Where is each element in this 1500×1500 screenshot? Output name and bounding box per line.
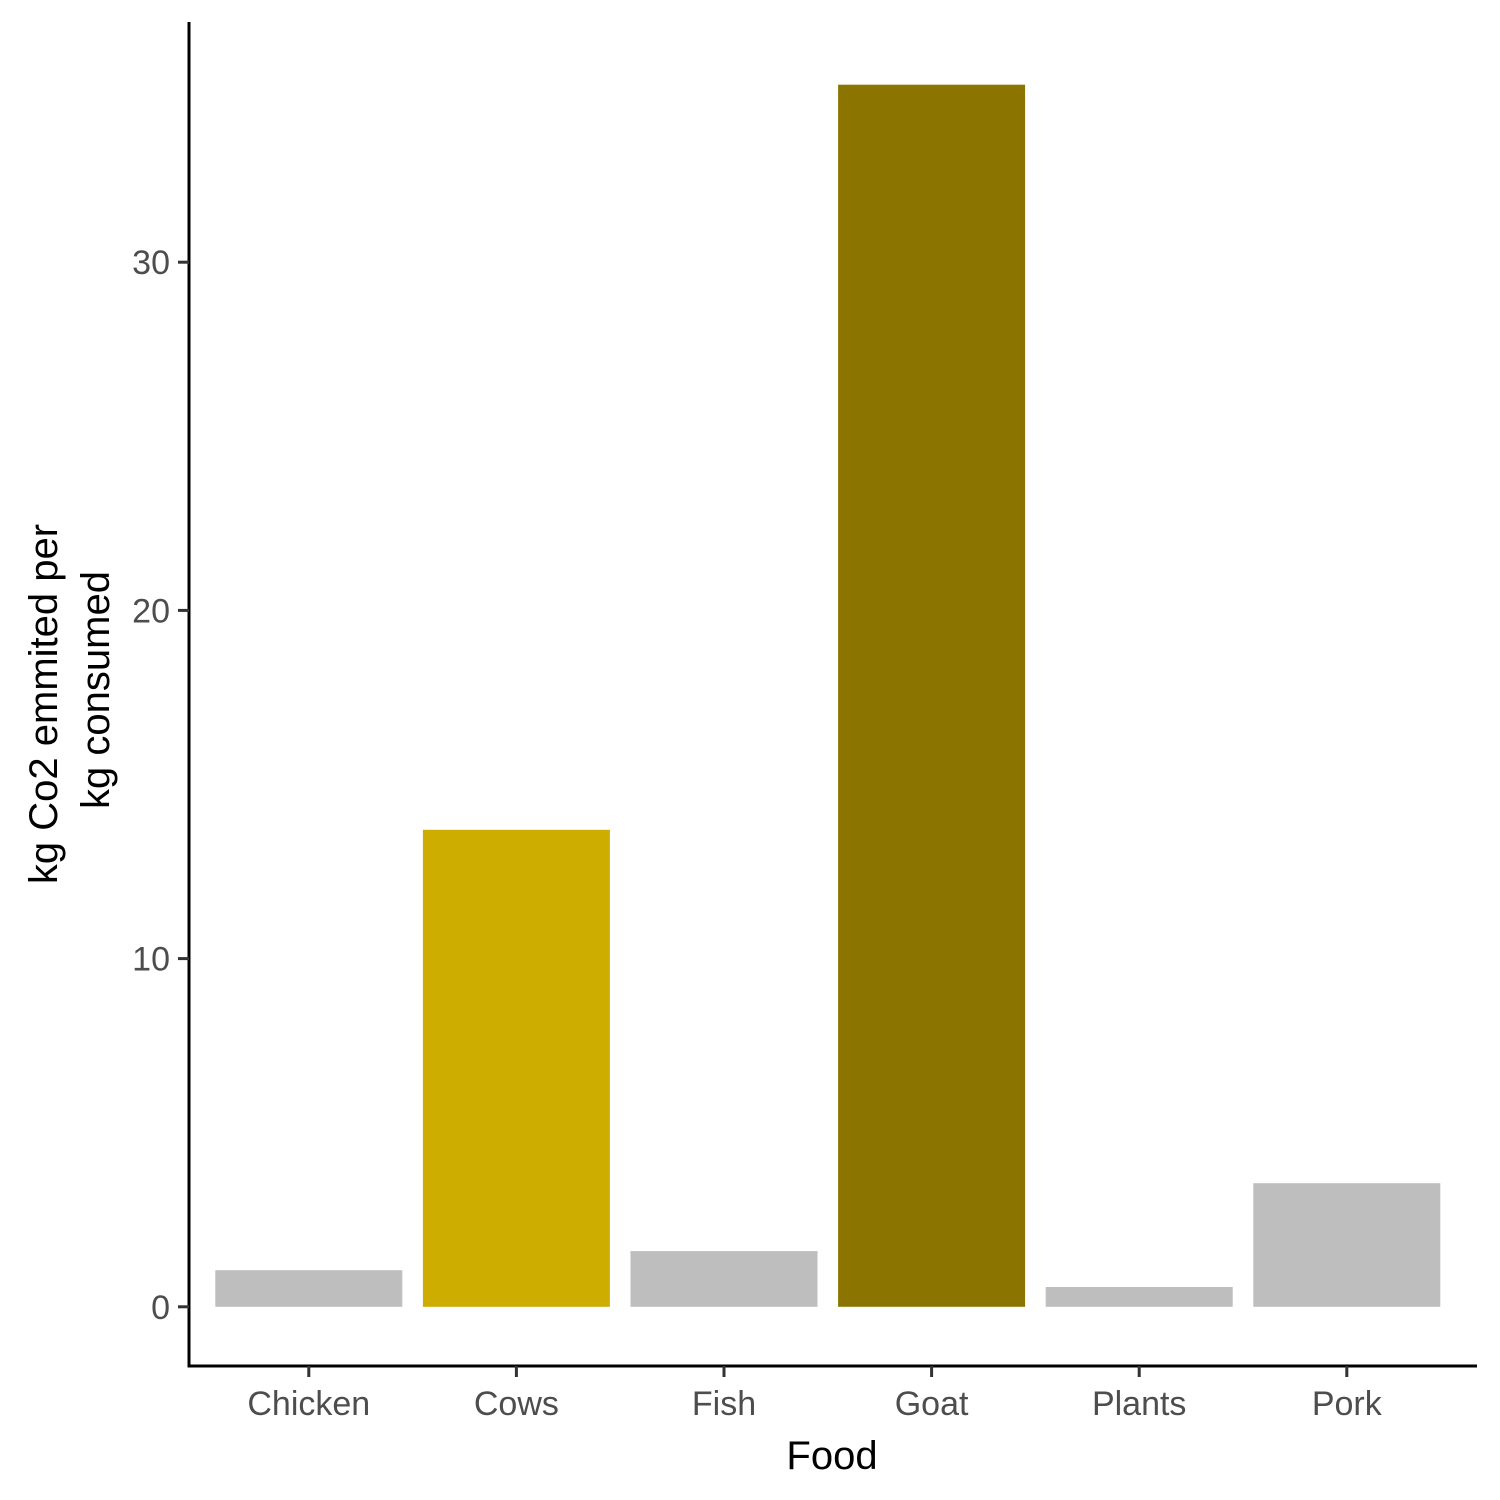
y-tick-label: 10 <box>132 941 170 979</box>
bar-plants <box>1045 1287 1233 1307</box>
y-axis-title-line-1: kg Co2 emmited per <box>22 524 66 884</box>
x-tick-label-plants: Plants <box>1092 1385 1187 1423</box>
x-axis-title: Food <box>786 1434 877 1478</box>
y-tick-label: 0 <box>151 1289 170 1327</box>
x-tick-label-chicken: Chicken <box>247 1385 370 1423</box>
bars-group <box>215 84 1441 1307</box>
y-axis-title-group: kg Co2 emmited per kg consumed <box>22 524 118 884</box>
y-tick-label: 30 <box>132 244 170 282</box>
bar-chicken <box>215 1270 403 1307</box>
bar-goat <box>838 84 1026 1307</box>
y-axis-ticks: 0 10 20 30 <box>132 244 189 1327</box>
x-tick-label-goat: Goat <box>895 1385 969 1423</box>
bar-cows <box>422 829 610 1307</box>
bar-pork <box>1253 1183 1441 1307</box>
x-tick-label-fish: Fish <box>692 1385 756 1423</box>
x-tick-label-cows: Cows <box>474 1385 559 1423</box>
x-tick-label-pork: Pork <box>1312 1385 1383 1423</box>
x-axis-ticks: Chicken Cows Fish Goat Plants Pork <box>247 1366 1383 1423</box>
y-tick-label: 20 <box>132 592 170 630</box>
y-axis-title-line-2: kg consumed <box>74 571 118 809</box>
bar-fish <box>630 1251 818 1307</box>
